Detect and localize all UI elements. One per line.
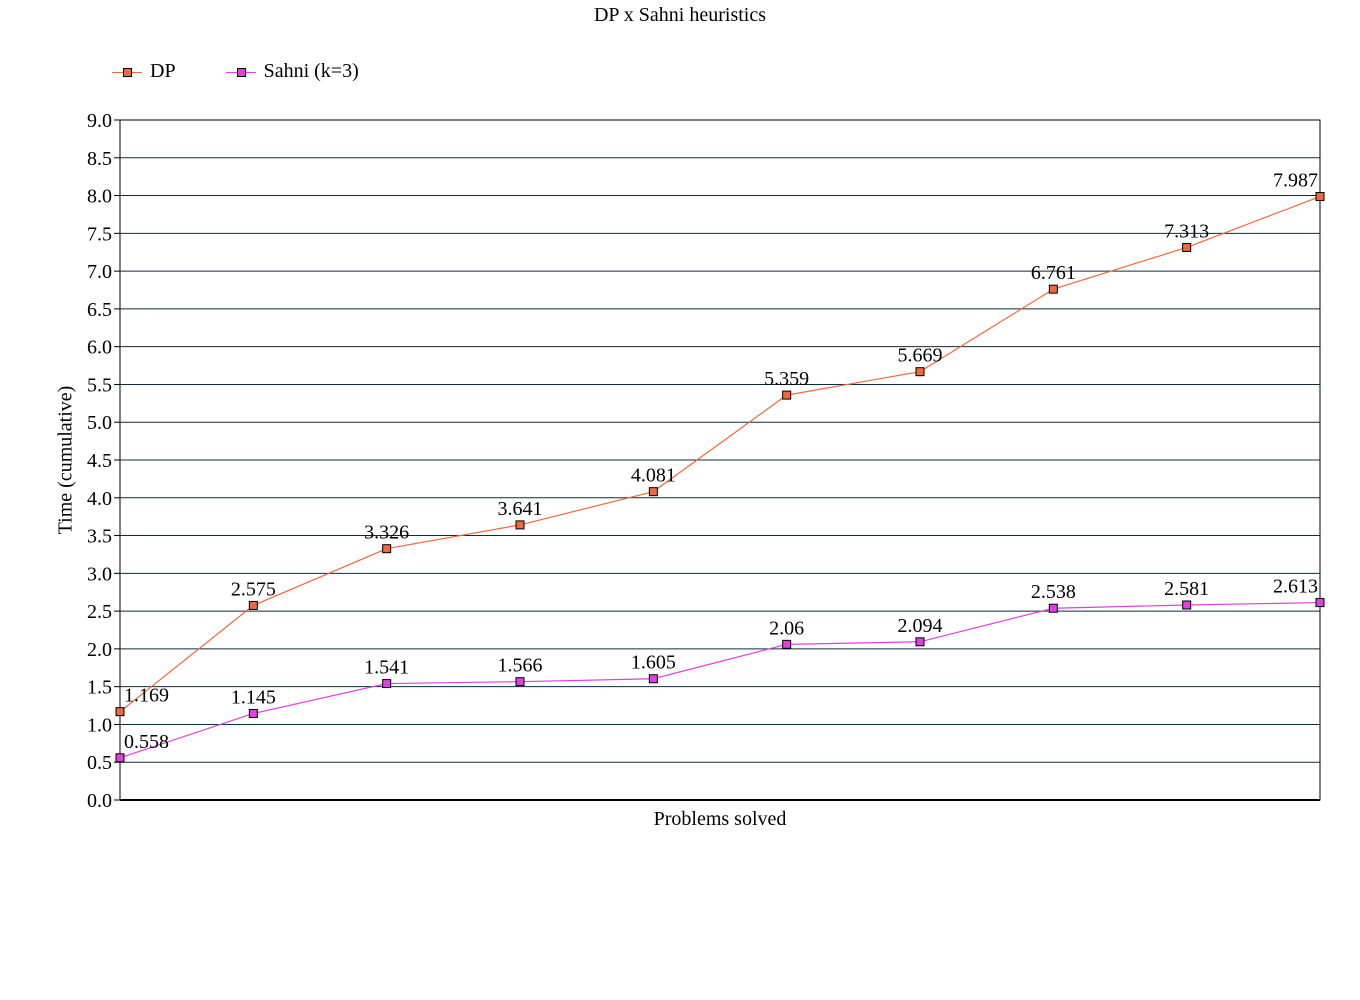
y-tick-label: 3.5	[87, 526, 112, 548]
y-tick-label: 9.0	[87, 110, 112, 132]
legend: DP Sahni (k=3)	[112, 60, 359, 83]
chart-title: DP x Sahni heuristics	[593, 4, 767, 26]
y-tick-label: 5.0	[87, 412, 112, 434]
y-tick-label: 8.0	[87, 186, 112, 208]
data-label: 1.169	[124, 685, 169, 707]
y-tick-label: 3.0	[87, 563, 112, 585]
data-label: 4.081	[631, 465, 676, 487]
data-label: 2.575	[231, 578, 276, 600]
data-label: 5.669	[898, 345, 943, 367]
data-point	[248, 600, 258, 610]
data-label: 2.581	[1164, 578, 1209, 600]
data-label: 2.613	[1273, 576, 1318, 598]
data-point	[1315, 598, 1325, 608]
y-tick-label: 4.5	[87, 450, 112, 472]
data-point	[915, 637, 925, 647]
series-line-1	[119, 601, 1321, 759]
y-tick-label: 5.5	[87, 374, 112, 396]
data-label: 7.313	[1164, 220, 1209, 242]
data-point	[782, 390, 792, 400]
y-tick-label: 7.5	[87, 223, 112, 245]
data-label: 3.326	[364, 522, 409, 544]
data-label: 7.987	[1273, 170, 1318, 192]
data-point	[648, 674, 658, 684]
series-line-0	[119, 195, 1321, 713]
data-label: 1.605	[631, 652, 676, 674]
y-tick-label: 1.0	[87, 714, 112, 736]
y-tick-label: 2.0	[87, 639, 112, 661]
data-label: 5.359	[764, 368, 809, 390]
y-tick-label: 2.5	[87, 601, 112, 623]
data-point	[1048, 284, 1058, 294]
data-label: 2.094	[898, 615, 943, 637]
data-point	[1182, 600, 1192, 610]
data-point	[382, 544, 392, 554]
y-tick-label: 8.5	[87, 148, 112, 170]
y-tick-label: 0.5	[87, 752, 112, 774]
data-label: 1.145	[231, 686, 276, 708]
data-point	[782, 639, 792, 649]
data-label: 6.761	[1031, 262, 1076, 284]
data-label: 1.541	[364, 657, 409, 679]
legend-item-sahni: Sahni (k=3)	[225, 60, 359, 83]
legend-label-dp: DP	[150, 60, 176, 82]
y-tick-label: 1.5	[87, 677, 112, 699]
legend-item-dp: DP	[112, 60, 176, 83]
legend-swatch-sahni	[225, 65, 256, 79]
data-point	[382, 679, 392, 689]
legend-label-sahni: Sahni (k=3)	[263, 60, 359, 82]
data-label: 2.06	[769, 617, 804, 639]
data-point	[515, 520, 525, 530]
data-point	[248, 708, 258, 718]
data-label: 3.641	[498, 498, 543, 520]
legend-swatch-dp	[112, 65, 142, 79]
data-point	[1182, 242, 1192, 252]
data-label: 1.566	[498, 655, 543, 677]
x-axis-label: Problems solved	[653, 808, 787, 830]
data-label: 2.538	[1031, 581, 1076, 603]
data-point	[915, 367, 925, 377]
y-tick-label: 6.5	[87, 299, 112, 321]
y-tick-label: 0.0	[87, 790, 112, 812]
data-point	[1048, 603, 1058, 613]
data-point	[515, 677, 525, 687]
data-label: 0.558	[124, 731, 169, 753]
y-tick-label: 6.0	[87, 337, 112, 359]
y-tick-label: 7.0	[87, 261, 112, 283]
y-tick-label: 4.0	[87, 488, 112, 510]
data-point	[115, 753, 125, 763]
data-point	[115, 707, 125, 717]
data-point	[648, 487, 658, 497]
data-point	[1315, 192, 1325, 202]
